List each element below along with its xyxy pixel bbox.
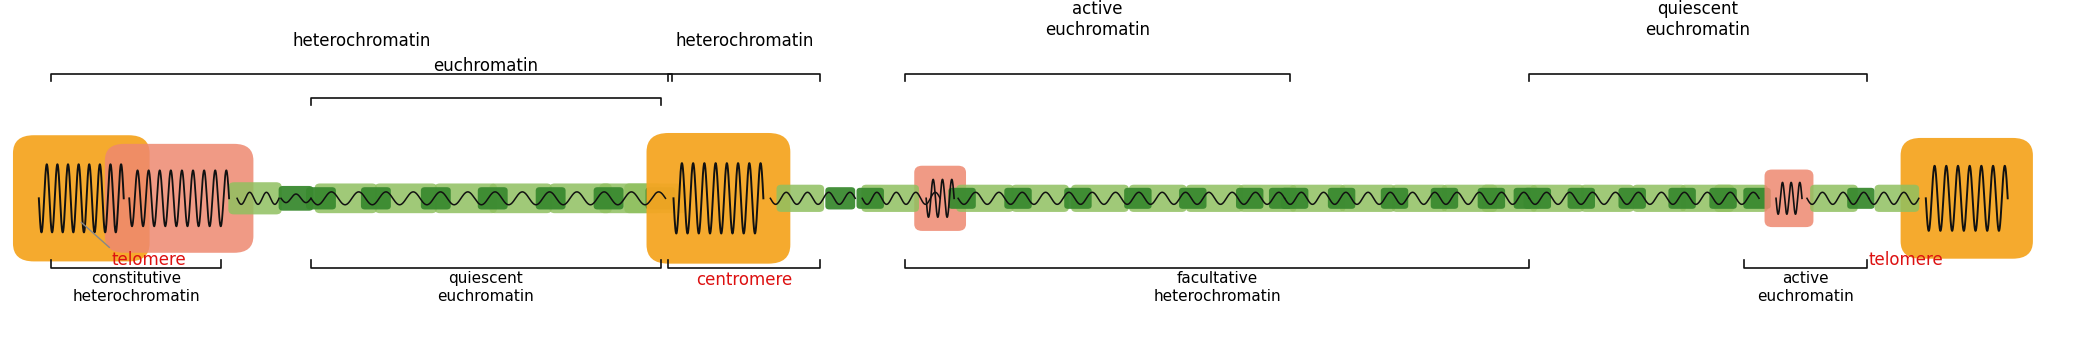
FancyBboxPatch shape <box>1239 185 1297 212</box>
FancyBboxPatch shape <box>593 187 622 210</box>
FancyBboxPatch shape <box>857 188 884 209</box>
FancyBboxPatch shape <box>1764 170 1814 227</box>
FancyBboxPatch shape <box>1432 188 1459 209</box>
FancyBboxPatch shape <box>1847 188 1874 209</box>
FancyBboxPatch shape <box>1477 188 1504 209</box>
FancyBboxPatch shape <box>1392 185 1446 212</box>
Text: telomere: telomere <box>1870 251 1944 269</box>
FancyBboxPatch shape <box>1567 188 1596 209</box>
FancyBboxPatch shape <box>1681 185 1735 212</box>
FancyBboxPatch shape <box>1874 185 1919 212</box>
FancyBboxPatch shape <box>228 182 282 214</box>
Text: active
euchromatin: active euchromatin <box>1758 271 1853 304</box>
FancyBboxPatch shape <box>434 184 498 213</box>
Text: euchromatin: euchromatin <box>434 58 537 75</box>
FancyBboxPatch shape <box>490 184 552 213</box>
FancyBboxPatch shape <box>1340 185 1394 212</box>
FancyBboxPatch shape <box>948 188 975 209</box>
FancyBboxPatch shape <box>1531 185 1583 212</box>
FancyBboxPatch shape <box>1291 185 1345 212</box>
FancyBboxPatch shape <box>278 186 313 211</box>
FancyBboxPatch shape <box>1125 188 1152 209</box>
FancyBboxPatch shape <box>535 187 566 210</box>
FancyBboxPatch shape <box>1668 188 1695 209</box>
FancyBboxPatch shape <box>647 133 791 264</box>
FancyBboxPatch shape <box>1237 188 1264 209</box>
FancyBboxPatch shape <box>600 184 662 213</box>
Text: heterochromatin: heterochromatin <box>293 33 432 51</box>
FancyBboxPatch shape <box>1129 185 1187 212</box>
FancyBboxPatch shape <box>1714 185 1768 212</box>
FancyBboxPatch shape <box>1328 188 1355 209</box>
FancyBboxPatch shape <box>106 144 253 253</box>
FancyBboxPatch shape <box>861 185 919 212</box>
FancyBboxPatch shape <box>1901 138 2034 259</box>
FancyBboxPatch shape <box>1064 188 1091 209</box>
FancyBboxPatch shape <box>1380 188 1409 209</box>
Text: heterochromatin: heterochromatin <box>674 33 813 51</box>
FancyBboxPatch shape <box>361 187 390 210</box>
FancyBboxPatch shape <box>1280 188 1309 209</box>
FancyBboxPatch shape <box>1004 188 1031 209</box>
FancyBboxPatch shape <box>1187 185 1243 212</box>
FancyBboxPatch shape <box>1633 185 1687 212</box>
Text: centromere: centromere <box>697 271 793 289</box>
FancyBboxPatch shape <box>305 187 336 210</box>
FancyBboxPatch shape <box>957 185 1015 212</box>
Text: quiescent
euchromatin: quiescent euchromatin <box>438 271 533 304</box>
FancyBboxPatch shape <box>1482 185 1538 212</box>
FancyBboxPatch shape <box>1442 185 1498 212</box>
FancyBboxPatch shape <box>1710 188 1737 209</box>
FancyBboxPatch shape <box>1513 188 1542 209</box>
FancyBboxPatch shape <box>826 187 855 210</box>
FancyBboxPatch shape <box>625 184 687 213</box>
FancyBboxPatch shape <box>1618 188 1645 209</box>
FancyBboxPatch shape <box>1270 188 1297 209</box>
FancyBboxPatch shape <box>1523 188 1550 209</box>
FancyBboxPatch shape <box>376 184 438 213</box>
Text: facultative
heterochromatin: facultative heterochromatin <box>1154 271 1280 304</box>
FancyBboxPatch shape <box>1011 185 1069 212</box>
FancyBboxPatch shape <box>12 135 149 261</box>
Text: active
euchromatin: active euchromatin <box>1046 0 1150 39</box>
FancyBboxPatch shape <box>1581 185 1633 212</box>
Text: telomere: telomere <box>112 251 187 269</box>
FancyBboxPatch shape <box>421 187 450 210</box>
FancyBboxPatch shape <box>477 187 508 210</box>
FancyBboxPatch shape <box>315 184 378 213</box>
FancyBboxPatch shape <box>645 187 676 210</box>
FancyBboxPatch shape <box>915 166 967 231</box>
FancyBboxPatch shape <box>1179 188 1206 209</box>
FancyBboxPatch shape <box>1743 188 1770 209</box>
Text: quiescent
euchromatin: quiescent euchromatin <box>1645 0 1751 39</box>
FancyBboxPatch shape <box>776 185 824 212</box>
FancyBboxPatch shape <box>1071 185 1129 212</box>
FancyBboxPatch shape <box>550 184 612 213</box>
Text: constitutive
heterochromatin: constitutive heterochromatin <box>73 271 199 304</box>
FancyBboxPatch shape <box>1809 185 1857 212</box>
